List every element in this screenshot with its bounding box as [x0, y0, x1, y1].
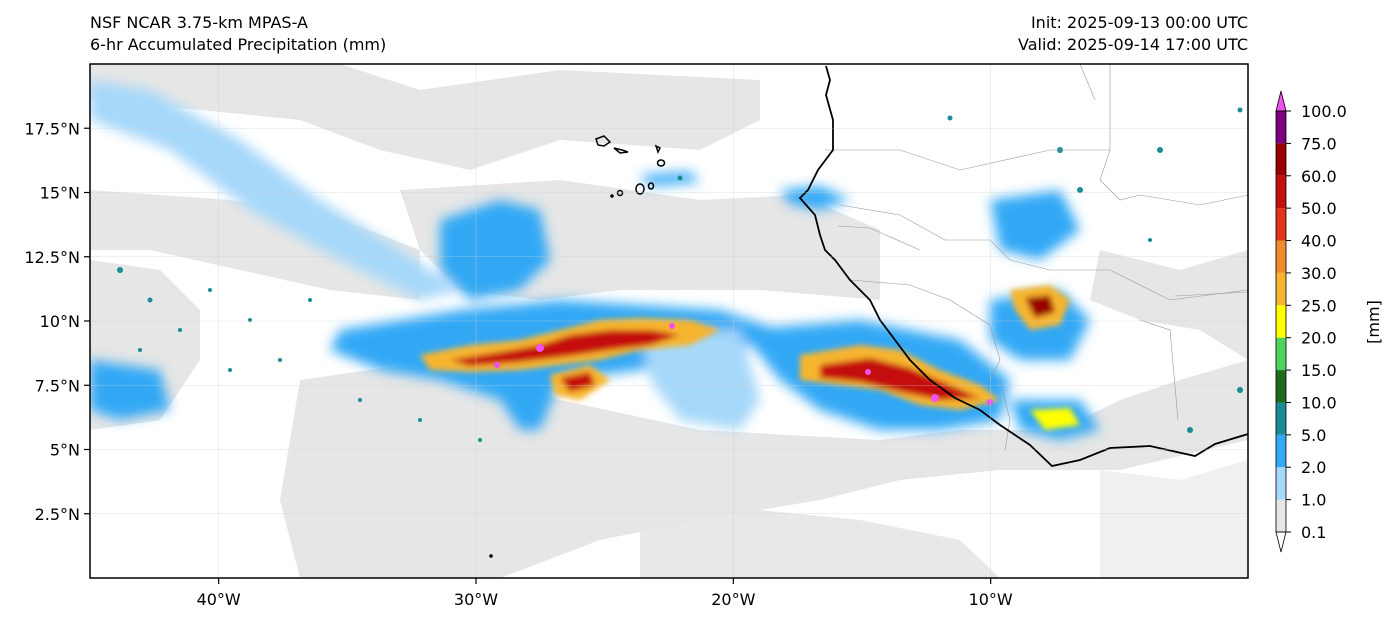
- colorbar-level-label: 60.0: [1301, 167, 1337, 186]
- lat-tick-label: 12.5°N: [24, 248, 80, 267]
- colorbar-segment: [1276, 467, 1286, 500]
- colorbar-segment: [1276, 499, 1286, 532]
- model-title: NSF NCAR 3.75-km MPAS-A: [90, 13, 308, 32]
- lat-tick-label: 5°N: [50, 441, 80, 460]
- colorbar-segment: [1276, 240, 1286, 273]
- colorbar-segment: [1276, 111, 1286, 144]
- gridlines: [90, 64, 1248, 578]
- lon-tick-label: 30°W: [454, 590, 498, 609]
- colorbar-level-label: 75.0: [1301, 134, 1337, 153]
- valid-time: Valid: 2025-09-14 17:00 UTC: [1017, 35, 1248, 54]
- country-borders: [825, 64, 1248, 451]
- lat-tick-label: 17.5°N: [24, 119, 80, 138]
- lat-tick-label: 15°N: [40, 184, 80, 203]
- lat-tick-label: 7.5°N: [35, 376, 80, 395]
- small-island-dot: [489, 554, 493, 558]
- colorbar-level-label: 1.0: [1301, 491, 1326, 510]
- colorbar-level-label: 15.0: [1301, 361, 1337, 380]
- colorbar-segment: [1276, 272, 1286, 306]
- colorbar-level-label: 40.0: [1301, 232, 1337, 251]
- colorbar-segment: [1276, 175, 1286, 209]
- field-title: 6-hr Accumulated Precipitation (mm): [90, 35, 387, 54]
- colorbar-extend-min: [1275, 531, 1287, 553]
- lon-tick-label: 40°W: [197, 590, 241, 609]
- colorbar-segment: [1276, 208, 1286, 241]
- colorbar-level-label: 100.0: [1301, 102, 1347, 121]
- lat-tick-label: 2.5°N: [35, 505, 80, 524]
- colorbar-segment: [1276, 370, 1286, 403]
- colorbar-segment: [1276, 434, 1286, 468]
- latitude-ticks: 2.5°N 5°N 7.5°N 10°N 12.5°N 15°N 17.5°N: [24, 119, 90, 524]
- coastline: [798, 65, 1248, 467]
- colorbar-level-label: 5.0: [1301, 426, 1326, 445]
- colorbar-segment: [1276, 402, 1286, 435]
- colorbar-segment: [1276, 305, 1286, 338]
- colorbar-segment: [1276, 337, 1286, 371]
- colorbar-level-label: 25.0: [1301, 296, 1337, 315]
- colorbar-extend-max: [1275, 90, 1287, 112]
- precip-extreme-cells: [494, 323, 993, 405]
- colorbar-level-label: 0.1: [1301, 523, 1326, 542]
- lon-tick-label: 10°W: [969, 590, 1013, 609]
- lat-tick-label: 10°N: [40, 312, 80, 331]
- longitude-ticks: 40°W 30°W 20°W 10°W: [197, 578, 1013, 609]
- colorbar-frame: [1275, 110, 1287, 533]
- colorbar: 0.1 1.0 2.0 5.0 10.0 15.0 20.0 25.0 30.0 40.0 50.0…: [1275, 90, 1347, 553]
- precip-scattered-showers: [117, 107, 1243, 442]
- colorbar-level-label: 2.0: [1301, 458, 1326, 477]
- colorbar-unit-label: [mm]: [1364, 300, 1383, 344]
- colorbar-segment: [1276, 143, 1286, 176]
- lon-tick-label: 20°W: [711, 590, 755, 609]
- init-time: Init: 2025-09-13 00:00 UTC: [1030, 13, 1248, 32]
- colorbar-level-label: 50.0: [1301, 199, 1337, 218]
- colorbar-level-label: 30.0: [1301, 264, 1337, 283]
- colorbar-level-label: 20.0: [1301, 329, 1337, 348]
- colorbar-level-label: 10.0: [1301, 393, 1337, 412]
- cape-verde-islands: [595, 135, 666, 198]
